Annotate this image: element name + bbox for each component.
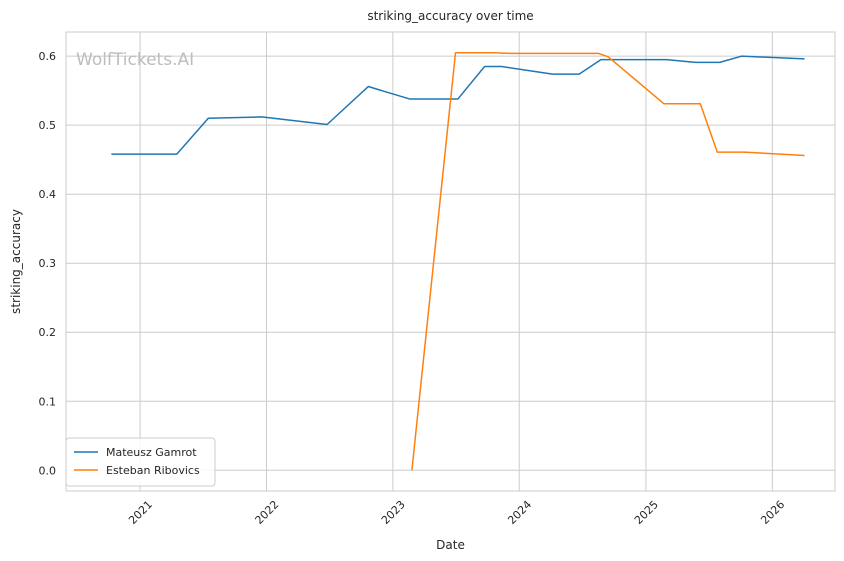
plot-area <box>66 32 835 491</box>
series-line <box>111 55 805 155</box>
y-tick-label: 0.6 <box>39 50 57 63</box>
plot-frame <box>65 31 836 492</box>
y-axis: 0.0 0.1 0.2 0.3 0.4 0.5 0.6 <box>39 50 57 477</box>
series-line <box>411 51 805 471</box>
y-tick-label: 0.4 <box>39 188 57 201</box>
y-tick-label: 0.3 <box>39 257 57 270</box>
y-tick-label: 0.5 <box>39 119 57 132</box>
y-tick-label: 0.2 <box>39 326 57 339</box>
watermark: WolfTickets.AI <box>76 50 194 70</box>
grid <box>66 32 835 491</box>
y-axis-label: striking_accuracy <box>9 209 23 314</box>
legend-label: Esteban Ribovics <box>106 464 200 477</box>
y-tick-label: 0.1 <box>39 395 57 408</box>
legend-label: Mateusz Gamrot <box>106 446 197 459</box>
legend: Mateusz Gamrot Esteban Ribovics <box>65 437 216 487</box>
legend-box <box>65 437 216 487</box>
series-layer <box>111 51 805 471</box>
y-tick-label: 0.0 <box>39 464 57 477</box>
chart-title: striking_accuracy over time <box>367 9 533 23</box>
x-axis-label: Date <box>436 538 465 552</box>
